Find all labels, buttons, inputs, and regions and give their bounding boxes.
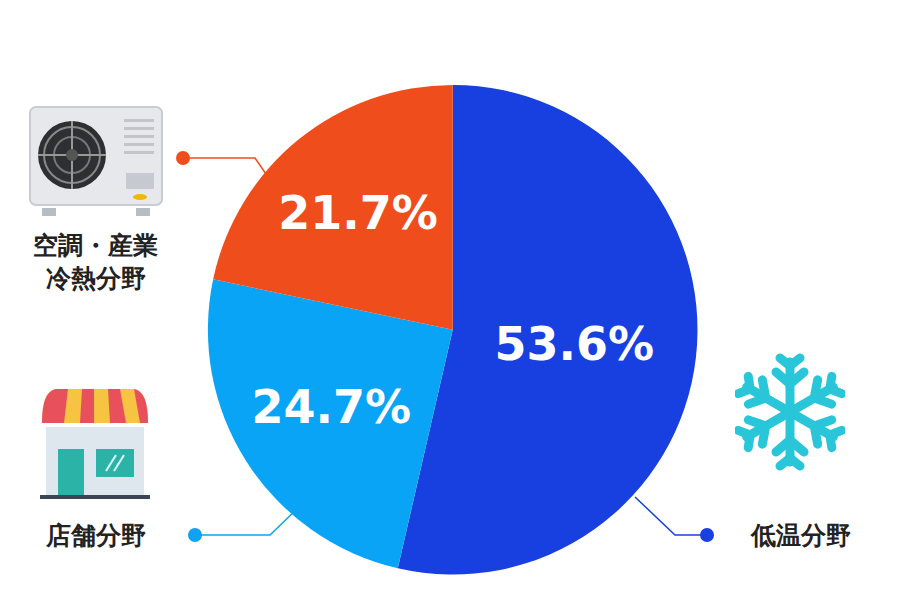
- svg-text:53.6%: 53.6%: [495, 317, 655, 371]
- svg-text:低温分野: 低温分野: [750, 521, 851, 550]
- svg-text:24.7%: 24.7%: [252, 380, 412, 434]
- svg-text:店舗分野: 店舗分野: [45, 521, 146, 550]
- svg-text:空調・産業冷熱分野: 空調・産業冷熱分野: [33, 231, 158, 293]
- svg-text:21.7%: 21.7%: [278, 186, 438, 240]
